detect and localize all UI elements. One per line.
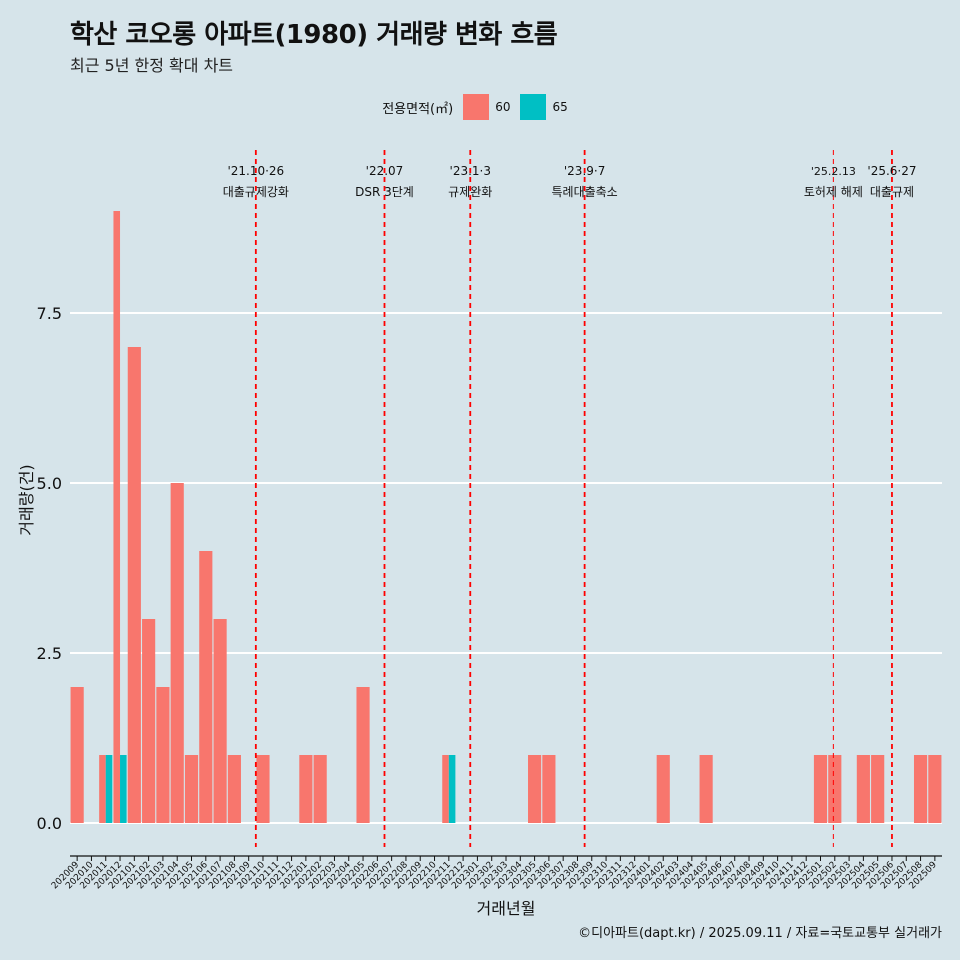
bar-60 (70, 687, 84, 823)
bar-60 (528, 755, 542, 823)
source-caption: ©디아파트(dapt.kr) / 2025.09.11 / 자료=국토교통부 실… (578, 926, 942, 941)
legend-label-65: 65 (552, 100, 568, 114)
y-tick-label: 0.0 (37, 814, 62, 833)
bar-60 (127, 347, 141, 823)
bar-60 (356, 687, 370, 823)
bar-60 (299, 755, 313, 823)
y-tick-label: 7.5 (37, 304, 62, 323)
x-axis-title: 거래년월 (477, 899, 536, 918)
bar-60 (913, 755, 928, 823)
legend-label-60: 60 (495, 100, 511, 114)
bar-60 (828, 755, 842, 823)
bar-60 (542, 755, 556, 823)
event-date-label: '23.1·3 (450, 164, 491, 178)
bar-60 (156, 687, 170, 823)
bar-60 (170, 483, 184, 823)
bar-60 (656, 755, 670, 823)
event-name-label: DSR 3단계 (355, 185, 414, 199)
chart-title: 학산 코오롱 아파트(1980) 거래량 변화 흐름 (70, 20, 558, 50)
legend-key-65 (520, 94, 547, 120)
legend-title: 전용면적(㎡) (382, 101, 454, 117)
event-name-label: 대출규제 (870, 185, 914, 199)
event-name-label: 규제완화 (448, 185, 492, 199)
bar-60 (213, 619, 227, 823)
bar-60 (113, 211, 121, 823)
legend: 전용면적(㎡) 60 65 (0, 93, 960, 121)
bar-60 (99, 755, 106, 823)
bar-60 (856, 755, 870, 823)
legend-key-60 (463, 94, 490, 120)
bar-60 (256, 755, 270, 823)
bar-60 (142, 619, 156, 823)
bar-60 (227, 755, 241, 823)
event-name-label: 특례대출축소 (551, 185, 617, 199)
event-name-label: 토허제 해제 (804, 185, 863, 199)
y-tick-label: 5.0 (37, 474, 62, 493)
bar-60 (313, 755, 327, 823)
event-date-label: '25.2.13 (811, 165, 856, 178)
bar-60 (928, 755, 942, 823)
event-date-label: '23.9·7 (564, 164, 605, 178)
event-name-label: 대출규제강화 (223, 185, 289, 199)
bar-60 (871, 755, 885, 823)
bar-65 (105, 755, 113, 823)
event-date-label: '25.6·27 (867, 164, 916, 178)
bar-65 (120, 755, 127, 823)
bar-60 (184, 755, 199, 823)
y-axis-title: 거래량(건) (17, 464, 36, 535)
chart-subtitle: 최근 5년 한정 확대 차트 (70, 56, 234, 75)
event-date-label: '21.10·26 (227, 164, 284, 178)
bar-60 (699, 755, 713, 823)
bar-60 (442, 755, 449, 823)
bar-60 (813, 755, 828, 823)
y-tick-label: 2.5 (37, 644, 62, 663)
bar-65 (448, 755, 456, 823)
event-date-label: '22.07 (366, 164, 404, 178)
bar-60 (199, 551, 213, 823)
